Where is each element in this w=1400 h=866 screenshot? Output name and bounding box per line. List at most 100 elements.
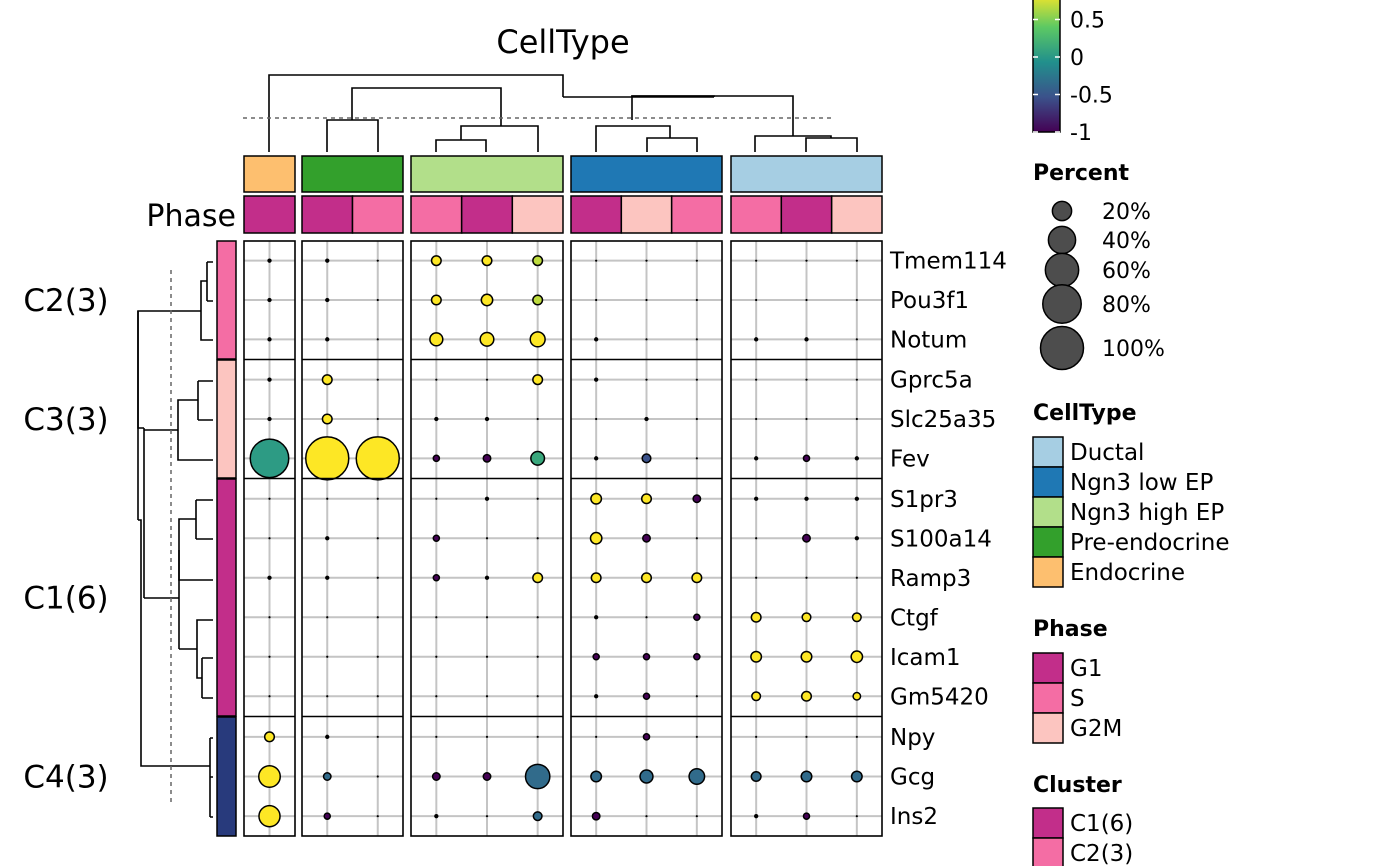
heatmap-panel [244,479,295,716]
expression-dot [855,417,858,421]
phase-annotation-cell [410,195,463,234]
phase-annotation-cell [830,195,883,234]
expression-dot [754,496,759,501]
expression-dot [642,652,651,661]
panel-border [243,240,296,837]
expression-dot [691,572,703,584]
expression-dot [267,258,272,263]
gene-label: Ins2 [890,804,938,830]
expression-dot [434,416,439,422]
phase-annotation-cell [570,195,623,234]
expression-dot [536,735,539,738]
expression-dot [485,815,489,818]
expression-dot [695,735,698,738]
expression-dot [594,615,599,620]
expression-dot [376,378,379,381]
expression-dot [641,453,652,464]
expression-dot [854,536,859,541]
expression-dot [322,772,332,781]
expression-dot [644,416,649,422]
gene-label: Gprc5a [890,368,973,394]
expression-dot [855,378,858,381]
expression-dot [530,450,546,466]
row-group-labels: C2(3) C3(3) C1(6) C4(3) [23,283,108,796]
expression-dot [595,735,598,738]
expression-dot [325,337,330,342]
expression-dot [590,492,603,505]
cluster-annotation-cell [216,240,237,360]
expression-dot [855,576,858,579]
expression-dot [481,255,493,267]
percent-legend-dot [1051,200,1073,222]
expression-dot [695,298,698,302]
percent-legend-label: 100% [1102,337,1165,362]
phase-legend-title: Phase [1033,617,1108,642]
celltype-legend: CellType Ductal Ngn3 low EP Ngn3 high EP Pr… [1032,401,1229,588]
percent-legend-title: Percent [1033,161,1130,186]
gene-labels: Tmem114 Pou3f1 Notum Gprc5a Slc25a35 Fev S1pr3… [889,249,1007,831]
phase-legend: Phase G1 S G2M [1032,617,1122,744]
gene-label: Slc25a35 [890,407,996,433]
expression-dot [804,496,809,501]
phase-annotation-cell [301,195,354,234]
expression-dot [642,692,651,701]
expression-dot [267,337,272,342]
celltype-annotation-cell [243,155,296,193]
panel-border [730,240,883,837]
cluster-annotation-cell [216,359,237,479]
column-annotations [243,155,883,234]
expression-dot [532,255,544,267]
gene-label: Icam1 [890,645,961,671]
expression-dot [642,533,651,543]
expression-dot [267,297,272,303]
heatmap-panel [302,241,403,359]
expression-dot [595,417,598,421]
expression-dot [594,377,599,382]
expression-dot [595,259,598,262]
phase-annotation-cell [511,195,564,234]
expression-dot [532,294,544,306]
expression-dot [321,374,333,386]
expression-dot [532,811,543,822]
expression-dot [432,573,441,582]
expression-dot [480,293,494,307]
gene-label: S100a14 [890,526,992,552]
celltype-legend-label: Pre-endocrine [1070,530,1229,556]
panel-border [301,240,404,837]
percent-legend-label: 60% [1102,259,1151,284]
expression-dot [326,655,329,658]
expression-dot [485,537,489,540]
expression-dot [592,652,600,661]
expression-dot [432,454,441,463]
expression-dot [435,616,438,619]
expression-dot [435,497,438,500]
expression-dot [754,456,759,461]
phase-annotation-cell [780,195,833,234]
expression-dot [755,417,758,421]
expression-dot [435,695,438,698]
expression-dot [855,298,858,302]
expression-dot [532,572,544,584]
expression-dot [750,770,762,783]
color-tick-label: -0.5 [1070,84,1113,109]
cluster-legend-label: C1(6) [1070,811,1133,837]
expression-dot [485,378,489,381]
heatmap-panel [731,479,882,716]
expression-dot [594,456,599,461]
gene-label: Ramp3 [890,566,971,592]
expression-dot [485,655,489,658]
expression-dot [805,298,808,302]
heatmap-panel [302,717,403,836]
celltype-legend-swatch [1032,436,1064,468]
percent-legend: Percent 20% 40% 60% 80% 100% [1033,161,1165,371]
expression-dot [645,338,648,341]
expression-dot [435,735,438,738]
expression-dot [688,767,706,786]
expression-dot [855,338,858,341]
expression-dot [435,655,438,658]
expression-dot [855,735,858,738]
expression-dot [485,695,489,698]
cluster-legend-label: C2(3) [1070,841,1133,866]
expression-dot [695,338,698,341]
